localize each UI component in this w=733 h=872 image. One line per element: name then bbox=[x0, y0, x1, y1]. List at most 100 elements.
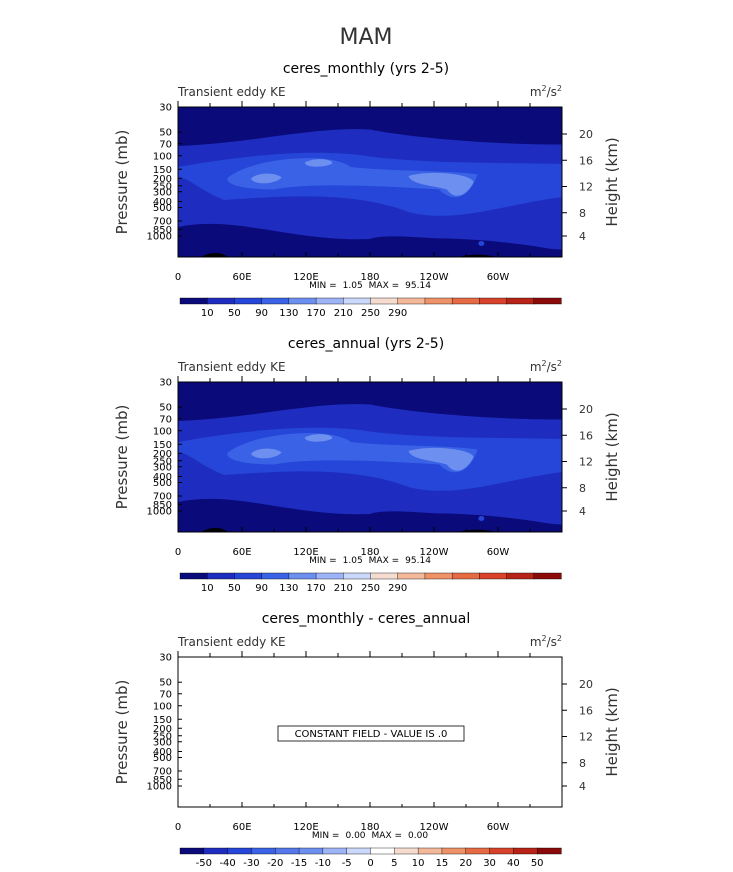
page-title: MAM bbox=[339, 25, 392, 50]
colorbar-swatch bbox=[489, 847, 514, 855]
colorbar-swatch bbox=[288, 572, 317, 580]
x-tick-label: 60E bbox=[232, 272, 251, 283]
height-tick-label: 8 bbox=[579, 757, 586, 770]
panel-2-units: m2/s2 bbox=[530, 634, 562, 649]
colorbar-label: 130 bbox=[279, 308, 298, 319]
panel-0: ceres_monthly (yrs 2-5) Transient eddy K… bbox=[113, 61, 621, 319]
panel-0-subtitle: Transient eddy KE bbox=[177, 85, 286, 99]
colorbar-swatch bbox=[424, 572, 453, 580]
contour-fill-island bbox=[478, 516, 485, 521]
colorbar-swatch bbox=[513, 847, 538, 855]
height-tick-label: 4 bbox=[579, 230, 586, 243]
y-tick-label: 400 bbox=[153, 747, 172, 758]
contour-fill-below-10 bbox=[178, 506, 232, 532]
colorbar-swatch bbox=[207, 572, 236, 580]
colorbar-label: -5 bbox=[342, 858, 352, 869]
height-tick-label: 20 bbox=[579, 678, 593, 691]
y-tick-label: 700 bbox=[153, 217, 172, 228]
x-tick-label: 60E bbox=[232, 822, 251, 833]
x-tick-label: 60W bbox=[487, 272, 510, 283]
colorbar-label: 0 bbox=[367, 858, 373, 869]
panel-1-ylabel-right: Height (km) bbox=[603, 412, 621, 501]
x-tick-label: 120W bbox=[420, 272, 449, 283]
height-tick-label: 16 bbox=[579, 429, 593, 442]
panel-0-units: m2/s2 bbox=[530, 84, 562, 99]
colorbar-label: -20 bbox=[267, 858, 283, 869]
colorbar-label: 90 bbox=[255, 583, 268, 594]
y-tick-label: 150 bbox=[153, 165, 172, 176]
colorbar-swatch bbox=[343, 572, 372, 580]
colorbar-swatch bbox=[506, 297, 535, 305]
colorbar-swatch bbox=[179, 297, 208, 305]
height-tick-label: 20 bbox=[579, 128, 593, 141]
y-tick-label: 500 bbox=[153, 203, 172, 214]
colorbar-swatch bbox=[322, 847, 348, 855]
colorbar-label: 130 bbox=[279, 583, 298, 594]
y-tick-label: 500 bbox=[153, 478, 172, 489]
x-tick-label: 120E bbox=[293, 272, 318, 283]
colorbar-swatch bbox=[179, 572, 208, 580]
x-tick-label: 180 bbox=[360, 822, 379, 833]
constant-field-label: CONSTANT FIELD - VALUE IS .0 bbox=[295, 729, 448, 740]
panel-0-ylabel: Pressure (mb) bbox=[113, 130, 131, 235]
terrain-mask bbox=[458, 254, 497, 257]
colorbar-swatch bbox=[479, 297, 508, 305]
colorbar-swatch bbox=[315, 572, 344, 580]
height-tick-label: 8 bbox=[579, 482, 586, 495]
contour-fill-90-130 bbox=[227, 158, 478, 198]
colorbar-swatch bbox=[203, 847, 229, 855]
colorbar-label: 50 bbox=[531, 858, 544, 869]
height-tick-label: 12 bbox=[579, 456, 593, 469]
panel-2-stats: MIN = 0.00 MAX = 0.00 bbox=[312, 831, 428, 841]
y-tick-label: 70 bbox=[159, 139, 172, 150]
contour-fill-130-170 bbox=[251, 448, 282, 459]
y-tick-label: 30 bbox=[159, 653, 172, 664]
colorbar-swatch bbox=[533, 297, 562, 305]
colorbar-swatch bbox=[234, 297, 263, 305]
panel-1-stats: MIN = 1.05 MAX = 95.14 bbox=[309, 556, 431, 566]
contour-fill-130-170 bbox=[304, 159, 333, 167]
colorbar-label: -50 bbox=[196, 858, 212, 869]
x-tick-label: 0 bbox=[175, 272, 181, 283]
y-tick-label: 300 bbox=[153, 462, 172, 473]
y-tick-label: 1000 bbox=[147, 232, 172, 243]
contour-fill-below-10 bbox=[370, 513, 562, 532]
height-tick-label: 12 bbox=[579, 731, 593, 744]
y-tick-label: 200 bbox=[153, 724, 172, 735]
panel-1-axes: 0 60E 120E 180 120W 60W3050701001502002503004… bbox=[147, 376, 593, 558]
x-tick-label: 120W bbox=[420, 547, 449, 558]
colorbar-swatch bbox=[536, 847, 562, 855]
x-tick-label: 180 bbox=[360, 272, 379, 283]
y-tick-label: 200 bbox=[153, 174, 172, 185]
y-tick-label: 300 bbox=[153, 187, 172, 198]
colorbar-swatch bbox=[465, 847, 491, 855]
colorbar-swatch bbox=[346, 847, 372, 855]
colorbar-label: 250 bbox=[361, 308, 380, 319]
terrain-mask bbox=[201, 253, 228, 257]
colorbar-swatch bbox=[397, 297, 426, 305]
colorbar-label: 40 bbox=[507, 858, 520, 869]
y-tick-label: 50 bbox=[159, 678, 172, 689]
colorbar-swatch bbox=[417, 847, 443, 855]
panel-2: ceres_monthly - ceres_annual Transient e… bbox=[113, 611, 621, 869]
y-tick-label: 50 bbox=[159, 128, 172, 139]
colorbar-swatch bbox=[261, 297, 290, 305]
colorbar-swatch bbox=[370, 847, 395, 855]
y-tick-label: 850 bbox=[153, 775, 172, 786]
y-tick-label: 1000 bbox=[147, 507, 172, 518]
panel-0-title: ceres_monthly (yrs 2-5) bbox=[283, 61, 449, 77]
contour-fill-below-10 bbox=[178, 231, 232, 257]
colorbar-label: 50 bbox=[228, 583, 241, 594]
y-tick-label: 300 bbox=[153, 737, 172, 748]
contour-fill-130-170 bbox=[304, 434, 333, 442]
panel-0-axes: 0 60E 120E 180 120W 60W3050701001502002503004… bbox=[147, 101, 593, 283]
y-tick-label: 150 bbox=[153, 715, 172, 726]
colorbar-swatch bbox=[261, 572, 290, 580]
colorbar-swatch bbox=[370, 572, 399, 580]
colorbar-swatch bbox=[315, 297, 344, 305]
colorbar-label: 170 bbox=[307, 308, 326, 319]
panel-2-axes: 0 60E 120E 180 120W 60W3050701001502002503004… bbox=[147, 651, 593, 833]
contour-fill-below-10 bbox=[370, 238, 562, 257]
panel-0-ylabel-right: Height (km) bbox=[603, 137, 621, 226]
